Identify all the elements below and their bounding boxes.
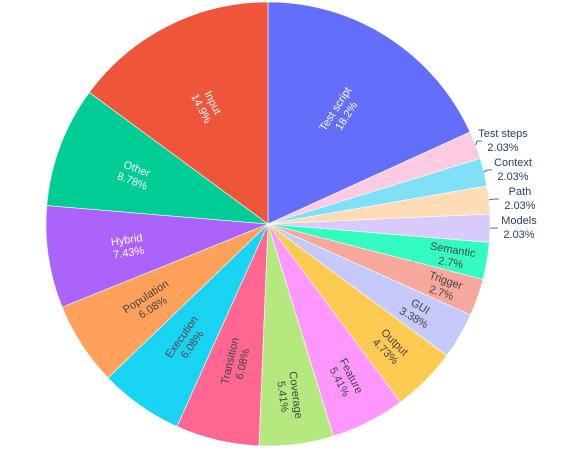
slice-percent-label: 7.43% xyxy=(112,245,145,262)
outside-percent-label-context: 2.03% xyxy=(497,171,528,183)
outside-percent-label-path: 2.03% xyxy=(504,200,535,212)
outside-category-label-path: Path xyxy=(509,186,532,198)
pie-slices xyxy=(45,1,491,447)
pie-slice-hybrid[interactable] xyxy=(45,205,269,308)
pie-slice-other[interactable] xyxy=(46,91,270,225)
outside-category-label-test-steps: Test steps xyxy=(478,128,528,140)
outside-labels: Test steps 2.03% Context 2.03% Path 2.03% Mode… xyxy=(475,128,537,241)
slice-category-label: Hybrid xyxy=(110,232,143,249)
slice-percent-label: 5.41% xyxy=(274,381,290,414)
pie-slice-input[interactable] xyxy=(88,1,269,225)
leader-line-context xyxy=(483,169,492,173)
outside-percent-label-test-steps: 2.03% xyxy=(487,142,518,154)
outside-category-label-models: Models xyxy=(501,215,537,227)
outside-percent-label-models: 2.03% xyxy=(503,229,534,241)
slice-percent-label: 2.7% xyxy=(437,255,464,271)
inside-labels: Test script18.2%Semantic2.7%Trigger2.7%G… xyxy=(110,85,477,420)
leader-line-test-steps xyxy=(475,140,482,146)
outside-category-label-context: Context xyxy=(494,157,532,169)
pie-slice-test-script[interactable] xyxy=(267,1,471,225)
leader-line-path xyxy=(488,198,499,201)
